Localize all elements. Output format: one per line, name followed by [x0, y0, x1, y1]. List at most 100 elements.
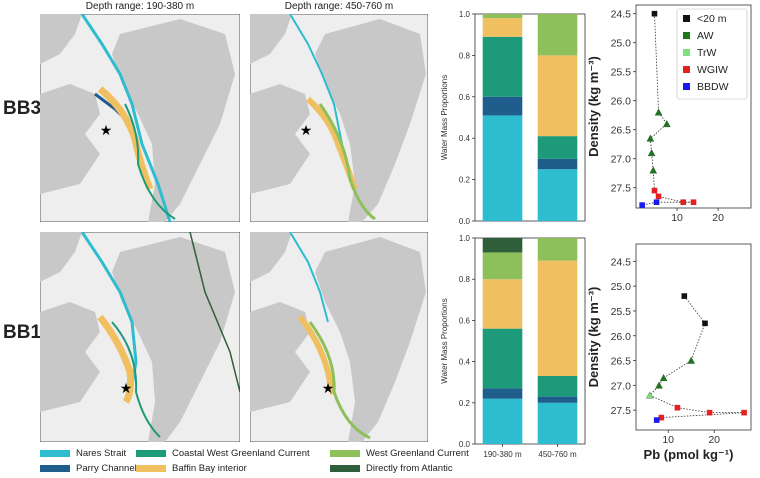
data-point	[646, 134, 655, 142]
profile-line	[649, 295, 745, 421]
y-tick-label: 27.5	[611, 405, 632, 417]
bar-segment	[537, 238, 578, 261]
bar-segment	[537, 169, 578, 221]
data-point	[655, 381, 663, 389]
data-point	[649, 166, 658, 174]
map-col-title-deep: Depth range: 450-760 m	[284, 1, 394, 12]
bar-segment	[482, 14, 523, 19]
y-tick-label: 1.0	[459, 234, 471, 243]
legend-marker	[683, 15, 690, 22]
bar-segment	[482, 115, 523, 221]
legend-entry: Coastal West Greenland Current	[136, 448, 310, 459]
bar-segment	[482, 279, 523, 329]
y-tick-label: 0.6	[459, 316, 471, 325]
y-tick-label: 0.8	[459, 51, 471, 60]
data-point	[681, 293, 688, 299]
x-tick-label: 450-760 m	[538, 450, 577, 459]
y-tick-label: 0.2	[459, 399, 471, 408]
bar-segment	[537, 260, 578, 377]
y-tick-label: 25.0	[611, 38, 632, 50]
y-tick-label: 1.0	[459, 10, 471, 19]
y-axis-label: Water Mass Proportions	[440, 75, 449, 161]
plot-frame	[635, 243, 752, 431]
y-tick-label: 27.0	[611, 154, 632, 166]
legend-swatch	[40, 450, 70, 457]
y-tick-label: 0.6	[459, 93, 471, 102]
data-point	[702, 320, 708, 327]
data-point	[659, 374, 668, 382]
y-tick-label: 24.5	[611, 9, 632, 21]
bar-chart-bb1: 0.0 0.2 0.4 0.6 0.8 1.0 Water Mass Proportions…	[440, 234, 586, 459]
data-point	[653, 199, 660, 205]
map-bb3-deep: ★	[250, 14, 428, 222]
data-point	[680, 199, 687, 205]
bar-segment	[537, 396, 578, 403]
y-tick-label: 0.2	[459, 176, 471, 185]
y-tick-label: 0.4	[459, 134, 471, 143]
data-point	[646, 391, 654, 399]
legend-swatch	[136, 450, 166, 457]
x-tick-label: 190-380 m	[483, 450, 522, 459]
water-mass-legend: Nares Strait Parry Channel Coastal West …	[40, 448, 470, 476]
bar-segment	[482, 388, 523, 399]
bar-segment	[482, 238, 523, 253]
data-point	[663, 120, 671, 128]
map-bb3-shallow: ★	[40, 14, 240, 222]
legend-marker	[683, 83, 690, 90]
legend-entry: Baffin Bay interior	[136, 463, 247, 474]
bar-segment	[537, 158, 578, 170]
map-col-title-shallow: Depth range: 190-380 m	[85, 1, 195, 12]
x-tick-label: 10	[671, 212, 683, 224]
legend-label: Baffin Bay interior	[172, 463, 247, 474]
y-axis-label: Density (kg m⁻³)	[588, 56, 601, 157]
bar-segment	[537, 402, 578, 444]
bar-segment	[537, 14, 578, 56]
legend-label: <20 m	[697, 13, 727, 25]
legend-swatch	[40, 465, 70, 472]
data-point	[639, 202, 645, 208]
legend-label: BBDW	[697, 81, 729, 93]
legend-box	[676, 8, 748, 100]
legend-label: West Greenland Current	[366, 448, 469, 459]
y-tick-label: 26.0	[611, 96, 632, 108]
svg-text:★: ★	[100, 122, 113, 138]
y-tick-label: 26.5	[611, 356, 632, 368]
y-tick-label: 24.5	[611, 256, 632, 268]
data-point	[687, 356, 695, 364]
data-point	[741, 409, 747, 416]
legend-marker	[683, 66, 690, 73]
x-axis-label: Pb (pmol kg⁻¹)	[644, 447, 734, 462]
legend-entry: Nares Strait	[40, 448, 126, 459]
legend-label: Nares Strait	[76, 448, 127, 459]
row-label-bb1: BB1	[3, 322, 42, 343]
row-label-bb3: BB3	[3, 98, 42, 119]
data-point	[690, 199, 697, 205]
svg-text:★: ★	[300, 122, 313, 138]
data-point	[654, 108, 663, 116]
y-axis-label: Density (kg m⁻³)	[588, 287, 601, 388]
x-tick-label: 10	[662, 434, 674, 446]
data-point	[674, 404, 681, 411]
y-tick-label: 0.0	[459, 217, 471, 226]
data-point	[706, 409, 713, 416]
data-point	[655, 193, 662, 200]
svg-text:★: ★	[322, 380, 335, 396]
y-axis-label: Water Mass Proportions	[440, 298, 449, 384]
legend-marker	[683, 32, 690, 39]
legend-label: TrW	[697, 47, 717, 59]
x-tick-label: 20	[712, 212, 724, 224]
legend-entry: Directly from Atlantic	[330, 463, 453, 474]
svg-text:★: ★	[120, 380, 133, 396]
y-tick-label: 25.5	[611, 67, 632, 79]
y-tick-label: 27.5	[611, 183, 632, 195]
legend-label: Directly from Atlantic	[366, 463, 453, 474]
legend-label: AW	[697, 30, 714, 42]
y-tick-label: 25.0	[611, 281, 632, 293]
bar-segment	[482, 36, 523, 97]
y-tick-label: 0.8	[459, 275, 471, 284]
y-tick-label: 26.5	[611, 125, 632, 137]
legend-label: WGIW	[697, 64, 728, 76]
map-bb1-shallow: ★	[40, 232, 240, 442]
bar-chart-bb3: 0.0 0.2 0.4 0.6 0.8 1.0 Water Mass Proportions	[440, 10, 586, 226]
scatter-chart-bb1: 24.5 25.0 25.5 26.0 26.5 27.0 27.5 10 20 Density …	[588, 232, 760, 478]
